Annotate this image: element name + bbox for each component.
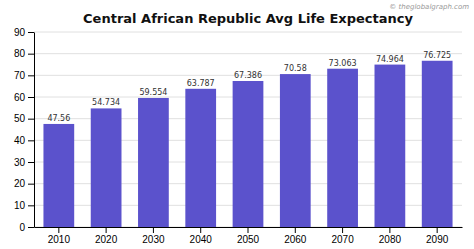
x-tick-mark bbox=[248, 227, 249, 233]
grid bbox=[34, 32, 462, 227]
x-tick: 2030 bbox=[142, 227, 165, 245]
x-tick-mark bbox=[389, 227, 390, 233]
x-tick: 2040 bbox=[190, 227, 213, 245]
data-label: 70.58 bbox=[284, 64, 307, 73]
x-tick: 2070 bbox=[331, 227, 354, 245]
data-label: 59.554 bbox=[139, 88, 167, 97]
x-tick-label: 2010 bbox=[48, 234, 71, 245]
y-tick-label: 90 bbox=[14, 27, 26, 38]
y-tick-mark bbox=[28, 162, 34, 163]
data-labels: 47.56 54.734 59.554 63.787 67.386 70.58 73.063… bbox=[47, 51, 451, 123]
bar bbox=[375, 65, 406, 227]
y-tick-mark bbox=[28, 227, 34, 228]
y-tick: 50 bbox=[14, 113, 34, 124]
x-tick: 2090 bbox=[426, 227, 449, 245]
data-label: 63.787 bbox=[187, 79, 215, 88]
y-tick-label: 10 bbox=[14, 200, 26, 211]
x-tick-mark bbox=[106, 227, 107, 233]
x-tick: 2050 bbox=[237, 227, 260, 245]
y-tick-label: 50 bbox=[14, 113, 26, 124]
y-tick-label: 60 bbox=[14, 92, 26, 103]
y-tick: 70 bbox=[14, 70, 34, 81]
plot: 47.56 54.734 59.554 63.787 67.386 70.58 73.063… bbox=[14, 27, 463, 245]
y-tick-label: 0 bbox=[19, 222, 25, 233]
bars bbox=[43, 61, 452, 227]
bar bbox=[43, 124, 74, 227]
y-tick: 20 bbox=[14, 178, 34, 189]
bar bbox=[91, 108, 122, 227]
y-tick: 60 bbox=[14, 92, 34, 103]
data-label: 54.734 bbox=[92, 98, 120, 107]
y-tick-mark bbox=[28, 119, 34, 120]
title: Central African Republic Avg Life Expect… bbox=[83, 11, 413, 26]
y-tick-mark bbox=[28, 184, 34, 185]
data-label: 74.964 bbox=[376, 55, 404, 64]
x-tick-label: 2080 bbox=[379, 234, 402, 245]
y-tick-mark bbox=[28, 54, 34, 55]
x-tick-mark bbox=[342, 227, 343, 233]
y-tick: 80 bbox=[14, 48, 34, 59]
y-tick-label: 20 bbox=[14, 178, 26, 189]
y-tick-label: 40 bbox=[14, 135, 26, 146]
x-tick-label: 2090 bbox=[426, 234, 449, 245]
y-axis-line bbox=[34, 33, 35, 228]
x-tick-label: 2020 bbox=[95, 234, 118, 245]
y-tick: 30 bbox=[14, 157, 34, 168]
annotation: © theglobalgraph.com bbox=[389, 3, 469, 11]
chart: 47.56 54.734 59.554 63.787 67.386 70.58 73.063… bbox=[0, 0, 474, 249]
y-tick-mark bbox=[28, 75, 34, 76]
y-tick: 0 bbox=[19, 222, 34, 233]
data-label: 76.725 bbox=[423, 51, 451, 60]
bar bbox=[280, 74, 311, 227]
y-tick-label: 70 bbox=[14, 70, 26, 81]
bar bbox=[422, 61, 453, 227]
x-tick: 2080 bbox=[379, 227, 402, 245]
y-tick-label: 80 bbox=[14, 48, 26, 59]
x-tick-label: 2030 bbox=[142, 234, 165, 245]
x-tick-mark bbox=[437, 227, 438, 233]
y-tick: 40 bbox=[14, 135, 34, 146]
x-tick-label: 2050 bbox=[237, 234, 260, 245]
x-tick-mark bbox=[295, 227, 296, 233]
y-tick: 10 bbox=[14, 200, 34, 211]
grid-line bbox=[34, 32, 462, 33]
bar bbox=[138, 98, 169, 227]
x-tick-mark bbox=[200, 227, 201, 233]
x-tick-mark bbox=[153, 227, 154, 233]
x-tick-mark bbox=[58, 227, 59, 233]
x-axis: 2010 2020 2030 2040 2050 2060 2070 2080 2090 bbox=[35, 227, 463, 245]
data-label: 47.56 bbox=[47, 114, 70, 123]
y-tick-mark bbox=[28, 205, 34, 206]
y-tick-mark bbox=[28, 140, 34, 141]
bar bbox=[327, 69, 358, 227]
x-tick-label: 2040 bbox=[190, 234, 213, 245]
y-tick-mark bbox=[28, 32, 34, 33]
data-label: 73.063 bbox=[329, 59, 357, 68]
x-tick: 2060 bbox=[284, 227, 307, 245]
bar bbox=[233, 81, 264, 227]
y-tick-label: 30 bbox=[14, 157, 26, 168]
x-tick: 2010 bbox=[48, 227, 71, 245]
y-axis: 0 10 20 30 40 50 60 70 80 90 bbox=[14, 27, 35, 233]
y-tick-mark bbox=[28, 97, 34, 98]
y-tick: 90 bbox=[14, 27, 34, 38]
x-tick: 2020 bbox=[95, 227, 118, 245]
x-tick-label: 2070 bbox=[331, 234, 354, 245]
data-label: 67.386 bbox=[234, 71, 262, 80]
bar bbox=[185, 89, 216, 227]
x-tick-label: 2060 bbox=[284, 234, 307, 245]
